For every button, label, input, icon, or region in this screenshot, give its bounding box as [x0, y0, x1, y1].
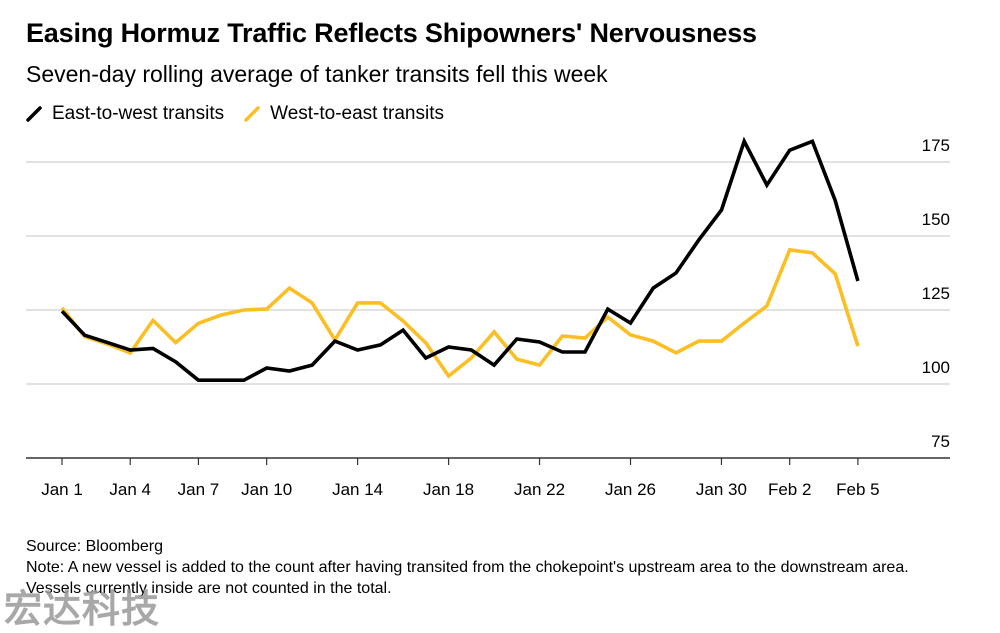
x-axis: Jan 1 Jan 4 Jan 7 Jan 10 Jan 14 Jan 18 Jan 22 J… [26, 458, 950, 499]
source-note: Source: Bloomberg [26, 536, 946, 557]
gridlines [26, 162, 950, 384]
x-tick-label: Jan 26 [605, 480, 656, 499]
y-tick-label: 125 [922, 284, 950, 303]
x-tick-label: Feb 2 [768, 480, 811, 499]
x-tick-label: Jan 14 [332, 480, 383, 499]
series-lines [62, 141, 858, 380]
y-tick-label: 150 [922, 210, 950, 229]
x-tick-label: Jan 1 [41, 480, 83, 499]
x-tick-label: Jan 4 [109, 480, 151, 499]
methodology-note: Note: A new vessel is added to the count… [26, 557, 946, 599]
x-tick-label: Jan 10 [241, 480, 292, 499]
x-tick-label: Feb 5 [836, 480, 879, 499]
series-line-west-to-east [62, 250, 858, 376]
x-tick-label: Jan 22 [514, 480, 565, 499]
x-tick-label: Jan 7 [178, 480, 220, 499]
x-tick-label: Jan 18 [423, 480, 474, 499]
footer: Source: Bloomberg Note: A new vessel is … [26, 536, 946, 599]
x-tick-label: Jan 30 [696, 480, 747, 499]
y-tick-label: 75 [931, 432, 950, 451]
y-axis-tick-labels: 75 100 125 150 175 [922, 136, 950, 451]
series-line-east-to-west [62, 141, 858, 380]
y-tick-label: 175 [922, 136, 950, 155]
watermark: 宏达科技 [4, 578, 160, 633]
y-tick-label: 100 [922, 358, 950, 377]
